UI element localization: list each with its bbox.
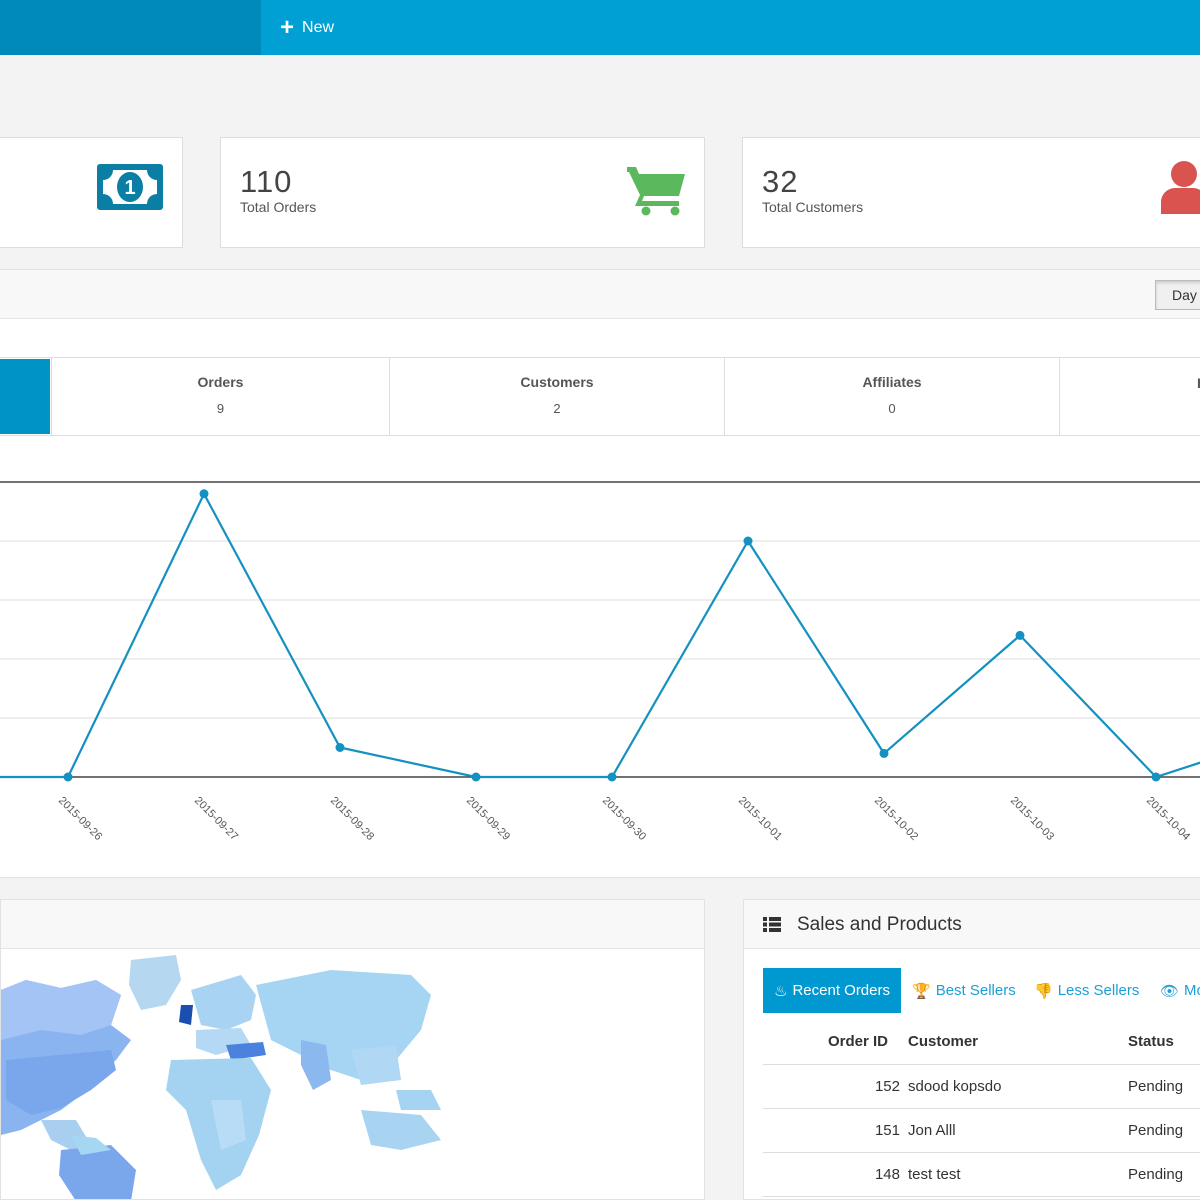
x-tick-label: 2015-09-26: [56, 795, 104, 843]
table-row[interactable]: 152 sdood kopsdo Pending: [763, 1064, 1200, 1109]
column-customer: Customer: [908, 1020, 1128, 1065]
kpi-row: Orders 9 Customers 2 Affiliates 0 I: [0, 357, 1200, 436]
kpi-orders-value: 9: [216, 401, 225, 416]
brand-area: [0, 0, 261, 55]
plus-icon: +: [280, 13, 295, 41]
statistics-panel-header: Day: [0, 270, 1200, 319]
tab-more-label: Mo: [1184, 982, 1200, 999]
orders-line-chart: 2015-09-26 2015-09-27 2015-09-28 2015-09-29…: [0, 481, 1200, 843]
kpi-cutoff[interactable]: I: [1059, 358, 1200, 435]
data-point: [335, 743, 345, 752]
table-row[interactable]: 151 Jon Alll Pending: [763, 1108, 1200, 1153]
tab-recent-orders[interactable]: ♨ Recent Orders: [763, 968, 901, 1013]
kpi-customers-value: 2: [553, 401, 561, 416]
kpi-cutoff-title: I: [1197, 375, 1200, 391]
world-map: [1, 955, 441, 1199]
world-map-panel: [0, 899, 705, 1200]
sales-products-panel: Sales and Products ♨ Recent Orders 🏆 Bes…: [743, 899, 1200, 1200]
order-id-cell: 151: [763, 1108, 908, 1153]
status-cell: Pending: [1128, 1152, 1200, 1197]
total-orders-value: 110: [240, 164, 293, 199]
day-range-button[interactable]: Day: [1155, 280, 1200, 310]
kpi-customers[interactable]: Customers 2: [389, 358, 724, 435]
column-order-id: Order ID: [763, 1020, 908, 1065]
data-point: [1015, 630, 1025, 640]
data-point: [607, 772, 617, 782]
x-tick-label: 2015-09-29: [464, 795, 512, 843]
data-point: [743, 536, 753, 546]
statistics-panel: Day Orders 9 Customers 2 Affiliates 0 I …: [0, 269, 1200, 878]
column-status: Status: [1128, 1020, 1200, 1065]
total-orders-label: Total Orders: [240, 199, 317, 215]
customer-cell: Jon Alll: [908, 1108, 1128, 1153]
status-cell: Pending: [1128, 1064, 1200, 1109]
customer-cell: test test: [908, 1152, 1128, 1197]
data-point: [879, 748, 889, 758]
svg-text:1: 1: [124, 177, 135, 199]
total-customers-label: Total Customers: [762, 199, 864, 215]
shopping-cart-icon: [627, 167, 685, 216]
kpi-orders-title: Orders: [197, 374, 244, 390]
user-icon: [1161, 161, 1200, 214]
x-tick-label: 2015-10-02: [872, 795, 920, 843]
recent-orders-table: Order ID Customer Status 152 sdood kopsd…: [763, 1020, 1200, 1197]
data-point: [471, 772, 481, 782]
list-icon: [763, 917, 781, 932]
kpi-orders[interactable]: Orders 9: [51, 358, 389, 435]
status-cell: Pending: [1128, 1108, 1200, 1153]
data-point: [199, 489, 209, 499]
fire-icon: ♨: [774, 982, 788, 1000]
kpi-customers-title: Customers: [520, 374, 594, 390]
order-id-cell: 152: [763, 1064, 908, 1109]
thumbs-down-icon: 👎: [1034, 982, 1053, 1000]
total-customers-card: 32 Total Customers: [742, 137, 1200, 248]
tab-recent-orders-label: Recent Orders: [792, 982, 890, 999]
order-id-cell: 148: [763, 1152, 908, 1197]
table-header-row: Order ID Customer Status: [763, 1020, 1200, 1065]
table-row[interactable]: 148 test test Pending: [763, 1152, 1200, 1197]
total-orders-card: 110 Total Orders: [220, 137, 705, 248]
eye-icon: 👁: [1160, 982, 1180, 1000]
sales-products-title: Sales and Products: [797, 914, 962, 935]
tab-less-sellers[interactable]: 👎 Less Sellers: [1034, 968, 1139, 1013]
money-bill-icon: 1: [97, 164, 163, 210]
kpi-affiliates-value: 0: [888, 401, 896, 416]
x-tick-label: 2015-09-30: [600, 795, 648, 843]
new-button[interactable]: + New: [280, 0, 334, 55]
x-tick-label: 2015-09-28: [328, 795, 376, 843]
total-sales-card: 1: [0, 137, 183, 248]
tab-best-sellers[interactable]: 🏆 Best Sellers: [912, 968, 1016, 1013]
tab-less-sellers-label: Less Sellers: [1057, 982, 1140, 999]
data-point: [1151, 772, 1161, 782]
tab-more[interactable]: 👁 Mo: [1160, 968, 1200, 1013]
x-tick-label: 2015-10-01: [736, 795, 784, 843]
kpi-affiliates[interactable]: Affiliates 0: [724, 358, 1059, 435]
kpi-sales-tab[interactable]: [0, 359, 50, 434]
customer-cell: sdood kopsdo: [908, 1064, 1128, 1109]
tab-best-sellers-label: Best Sellers: [935, 982, 1016, 999]
x-tick-label: 2015-09-27: [192, 795, 240, 843]
x-tick-label: 2015-10-04: [1144, 795, 1192, 843]
data-point: [63, 772, 73, 782]
kpi-affiliates-title: Affiliates: [862, 374, 922, 390]
trophy-icon: 🏆: [912, 982, 931, 1000]
total-customers-value: 32: [762, 164, 799, 199]
world-map-panel-header: [1, 900, 704, 949]
top-navbar: + New: [0, 0, 1200, 55]
x-tick-label: 2015-10-03: [1008, 795, 1056, 843]
new-button-label: New: [302, 18, 335, 36]
sales-products-header: Sales and Products: [744, 900, 1200, 949]
